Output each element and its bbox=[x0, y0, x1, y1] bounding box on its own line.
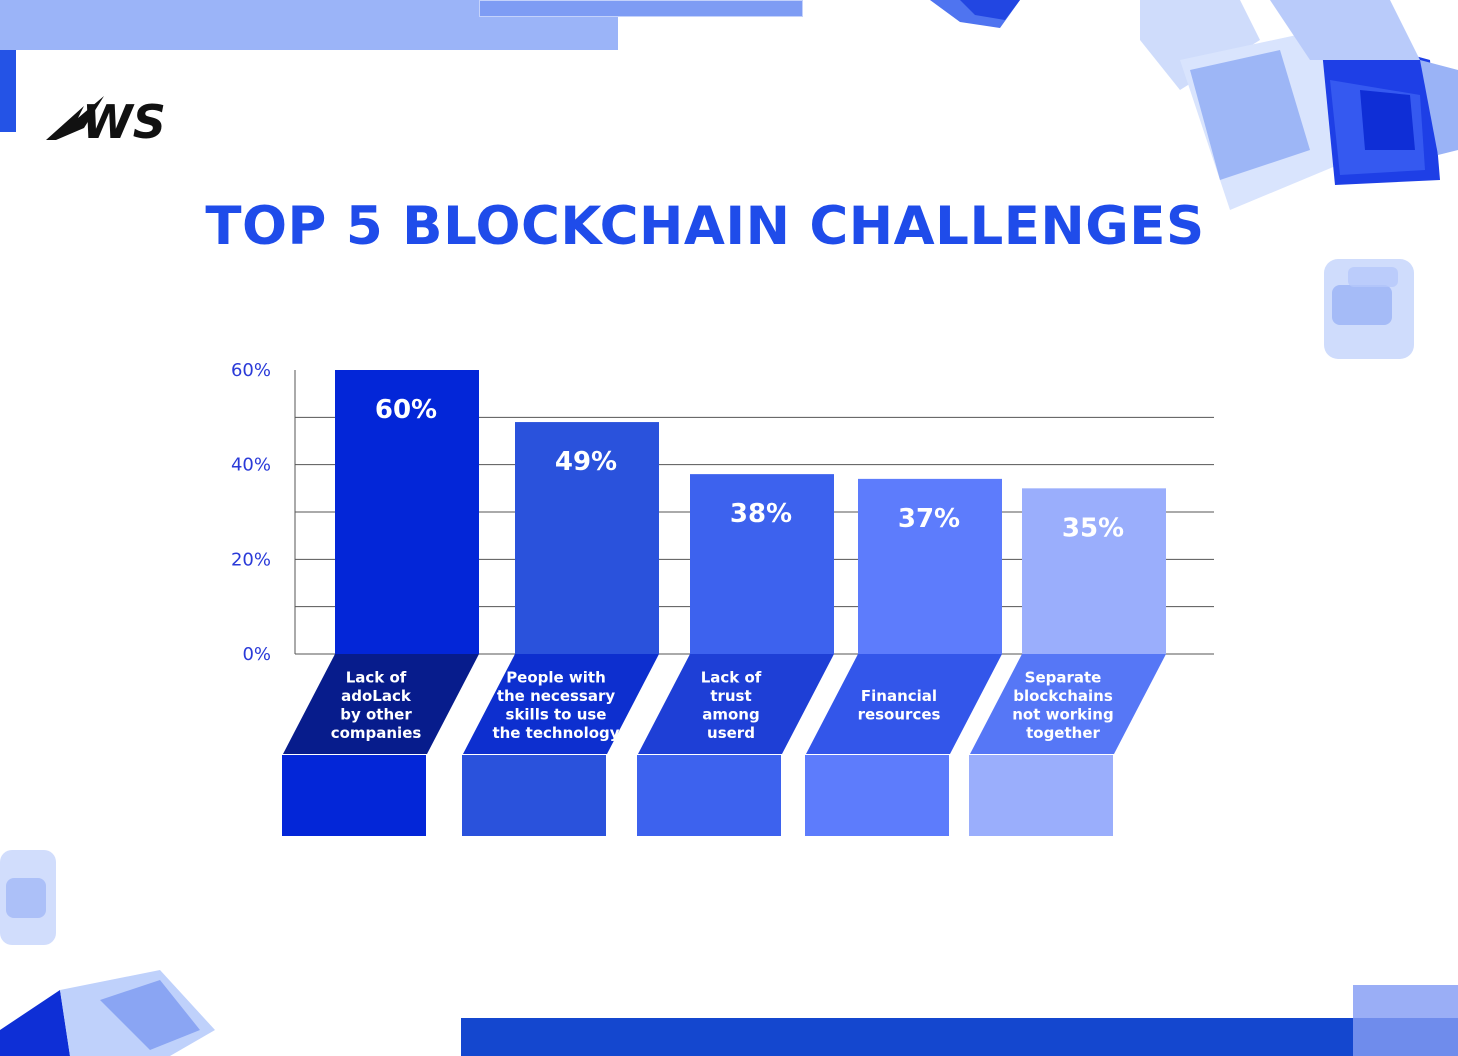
brand-logo-text: WS bbox=[82, 95, 166, 144]
bar bbox=[335, 370, 479, 654]
decor-cube-bottom-left bbox=[0, 970, 215, 1056]
category-label-plate bbox=[638, 654, 834, 754]
bars: 60% 49% 38% 37% 35% bbox=[335, 370, 1166, 654]
y-axis: 0% 20% 40% 60% bbox=[231, 360, 296, 665]
category-label-plate bbox=[806, 654, 1002, 754]
decor-cube-top-center bbox=[930, 0, 1020, 28]
category-label: Financial resources bbox=[858, 687, 941, 724]
category-block bbox=[805, 755, 949, 836]
decor-cubes-top-right bbox=[1140, 0, 1458, 210]
decor-bottom-right-block-inner bbox=[1353, 1018, 1458, 1056]
category-block bbox=[637, 755, 781, 836]
category-label: People with the necessary skills to use the… bbox=[492, 668, 619, 742]
decor-top-bar-light bbox=[479, 0, 803, 17]
bar bbox=[515, 422, 659, 654]
decor-cube-left-blurred bbox=[0, 850, 56, 945]
bar bbox=[690, 474, 834, 654]
category-label-plate bbox=[283, 654, 479, 754]
y-tick-label: 60% bbox=[231, 360, 271, 381]
category-label-plate bbox=[463, 654, 659, 754]
data-label: 35% bbox=[1062, 513, 1124, 543]
data-label: 37% bbox=[898, 504, 960, 534]
category-label: Lack of trust among userd bbox=[701, 668, 762, 742]
category-block bbox=[462, 755, 606, 836]
category-label: Lack of adoLack by other companies bbox=[331, 668, 422, 742]
category-label: Separate blockchains not working together bbox=[1012, 668, 1113, 742]
decor-bottom-bar bbox=[461, 1018, 1381, 1056]
y-tick-label: 0% bbox=[242, 644, 271, 665]
category-label-plate bbox=[970, 654, 1166, 754]
category-block bbox=[969, 755, 1113, 836]
data-label: 60% bbox=[375, 395, 437, 425]
data-label: 49% bbox=[555, 447, 617, 477]
chart-title: TOP 5 BLOCKCHAIN CHALLENGES bbox=[205, 196, 1205, 257]
category-labels: Lack of adoLack by other companies People wi… bbox=[282, 654, 1166, 836]
brand-logo: WS bbox=[46, 95, 166, 144]
category-block bbox=[282, 755, 426, 836]
y-tick-label: 20% bbox=[231, 549, 271, 570]
bar bbox=[1022, 488, 1166, 654]
data-label: 38% bbox=[730, 499, 792, 529]
decor-left-edge-bar bbox=[0, 50, 16, 132]
decor-cube-right-blurred bbox=[1324, 259, 1414, 359]
y-tick-label: 40% bbox=[231, 455, 271, 476]
bar bbox=[858, 478, 1002, 654]
